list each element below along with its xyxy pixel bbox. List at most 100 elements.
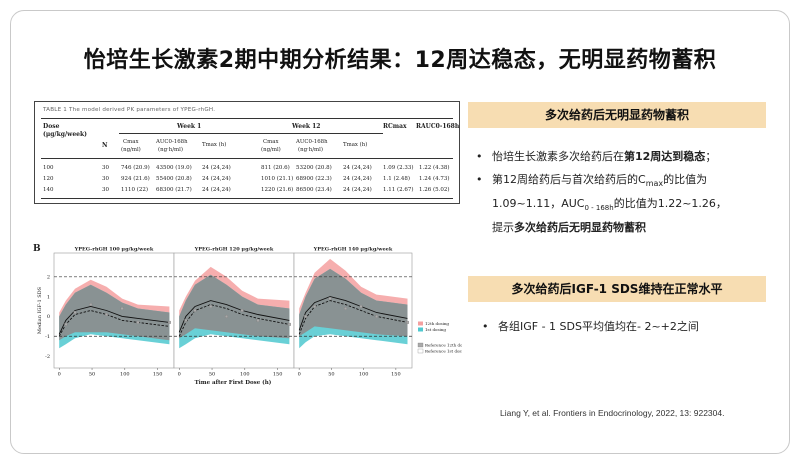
median-line-1st-dosing [178,304,290,337]
observed-point [64,322,68,326]
table-cell: 1220 (21.6) [261,187,294,193]
band-overlap [179,274,290,339]
x-tick-label: 50 [89,372,95,378]
header-cmax-unit-w1: (ng/ml) [121,147,141,153]
pk-table: TABLE 1 The model derived PK parameters … [34,101,460,204]
header-rc: RCmax [383,123,407,130]
table-cell: 68900 (22.3) [296,176,332,182]
table-cell: 24 (24,24) [202,165,231,171]
x-tick-label: 0 [58,372,61,378]
panel-title: YPEG-rhGH 100 μg/kg/week [74,247,154,253]
x-axis-label: Time after First Dose (h) [195,379,272,386]
header-cmax-unit-w12: (ng/ml) [261,147,281,153]
y-tick-label: -1 [45,334,50,340]
median-line-12th-dosing [58,306,170,335]
observed-point [344,307,348,310]
observed-point [313,305,317,308]
x-tick-label: 100 [240,372,250,378]
header-dose: Dose [43,123,60,130]
bullet-dot: • [482,320,489,333]
y-tick-label: 2 [47,275,50,281]
observed-point [136,320,140,324]
x-tick-label: 100 [120,372,130,378]
median-line-12th-dosing [298,296,408,331]
legend-label: 12th dosing [425,321,449,326]
x-tick-label: 100 [359,372,369,378]
observed-point [406,320,409,324]
observed-point [304,314,308,318]
table-cell: 30 [102,165,109,171]
header-n: N [102,142,108,149]
observed-point [225,314,228,318]
band-overlap [299,268,408,337]
observed-point [184,318,188,322]
table-cell: 53200 (20.8) [296,165,332,171]
observed-point [287,322,291,326]
observed-point [120,307,124,310]
legend-label: 1st dosing [425,327,446,332]
observed-point [359,305,363,308]
header-dose-unit: (μg/kg/week) [43,131,87,138]
table-cell: 1.24 (4.73) [419,176,450,182]
header-bottom-rule [41,158,453,159]
igf1-bullets: • 各组IGF - 1 SDS平均值均在- 2~+2之间 [482,317,782,337]
table-cell: 1.26 (5.02) [419,187,450,193]
legend-label: Reference 12th dosing [425,343,462,348]
slide-title: 怡培生长激素2期中期分析结果：12周达稳态，无明显药物蓄积 [83,48,717,73]
header-tmax-w1: Tmax (h) [202,142,227,148]
table-caption: TABLE 1 The model derived PK parameters … [43,107,216,113]
x-tick-label: 150 [273,372,283,378]
header-rauc: RAUC0-168h [416,123,460,130]
panel-title: YPEG-rhGH 140 μg/kg/week [313,247,393,253]
table-cell: 24 (24,24) [202,187,231,193]
y-tick-label: 1 [47,294,50,300]
y-axis-label: Median IGF-1 SDS [37,286,43,334]
bullet-dot: • [476,173,483,186]
section-no-accumulation-heading: 多次给药后无明显药物蓄积 [468,102,766,128]
bullet-steady-state: • 怡培生长激素多次给药后在第12周达到稳态； [476,147,776,167]
median-line-1st-dosing [298,300,408,335]
legend-swatch [417,348,424,354]
legend-swatch [417,342,424,348]
legend-swatch [418,321,423,326]
observed-point [240,309,244,312]
section-igf1-heading: 多次给药后IGF-1 SDS维持在正常水平 [468,276,766,302]
citation: Liang Y, et al. Frontiers in Endocrinolo… [500,408,725,418]
bullet-igf1-range: • 各组IGF - 1 SDS平均值均在- 2~+2之间 [482,317,782,337]
observed-point [328,297,332,301]
panel-title: YPEG-rhGH 120 μg/kg/week [194,247,274,253]
y-tick-label: 0 [47,314,50,320]
table-cell: 24 (24,24) [343,176,372,182]
table-cell: 1.1 (2.48) [383,176,411,182]
y-tick-label: -2 [45,354,50,360]
observed-point [193,309,197,312]
x-tick-label: 50 [328,372,334,378]
panel-label: B [33,244,41,254]
slide-frame [10,10,790,454]
header-cmax-w12: Cmax [263,139,279,145]
observed-point [105,313,108,316]
header-week12: Week 12 [292,123,321,130]
table-cell: 24 (24,24) [343,187,372,193]
legend-label: Reference 1st dosing [425,349,462,354]
band-overlap [59,284,170,341]
bullet-dot: • [476,150,483,163]
x-tick-label: 0 [178,372,181,378]
table-cell: 1.09 (2.33) [383,165,414,171]
observed-point [73,311,77,314]
table-cell: 100 [43,165,54,171]
table-cell: 43500 (19.0) [156,165,192,171]
table-cell: 140 [43,187,54,193]
observed-point [167,320,171,324]
x-tick-label: 0 [298,372,301,378]
observed-point [256,318,260,322]
table-cell: 924 (21.6) [121,176,150,182]
median-line-1st-dosing [58,310,170,337]
table-cell: 55400 (20.8) [156,176,192,182]
bullet-ratio: • 第12周给药后与首次给药后的Cmax的比值为 1.09~1.11，AUC0 … [476,170,776,238]
header-cmax-w1: Cmax [123,139,139,145]
observed-point [89,303,93,307]
x-tick-label: 150 [153,372,163,378]
table-cell: 24 (24,24) [343,165,372,171]
median-line-12th-dosing [178,300,290,333]
